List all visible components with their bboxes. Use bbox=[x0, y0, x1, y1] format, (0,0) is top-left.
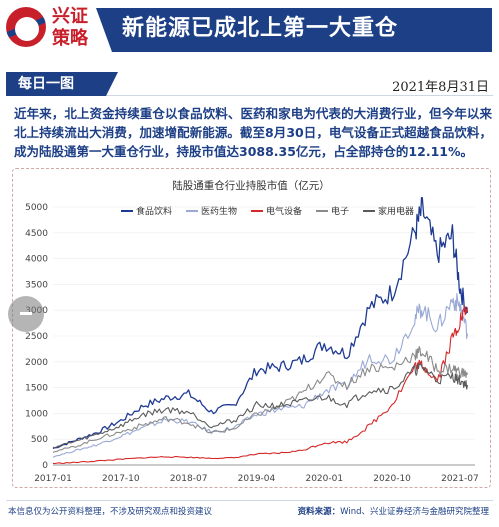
source-value: Wind、兴业证券经济与金融研究院整理 bbox=[340, 507, 489, 517]
legend-label: 家用电器 bbox=[378, 205, 414, 217]
y-tick-label: 2000 bbox=[25, 358, 48, 368]
chart-legend: 食品饮料 医药生物 电气设备 电子 家用电器 bbox=[121, 205, 414, 217]
company-logo-icon bbox=[6, 7, 46, 47]
y-tick-label: 500 bbox=[31, 435, 48, 445]
header: 兴证 策略 新能源已成北上第一大重仓 bbox=[0, 0, 499, 68]
legend-label: 医药生物 bbox=[201, 205, 237, 217]
holdings-line-chart: 陆股通重仓行业持股市值（亿元） 食品饮料 医药生物 电气设备 电子 家用电器 0 500 1… bbox=[25, 179, 479, 484]
y-axis: 0500100015002000250030003500400045005000 bbox=[25, 203, 48, 471]
minus-icon bbox=[20, 312, 32, 315]
source-label: 资料来源： bbox=[297, 507, 341, 517]
daily-chart-tag: 每日一图 bbox=[6, 72, 118, 96]
y-tick-label: 5000 bbox=[25, 203, 48, 213]
series-line-3 bbox=[52, 305, 469, 465]
y-tick-label: 4000 bbox=[25, 255, 48, 265]
legend-label: 电子 bbox=[331, 205, 349, 217]
y-tick-label: 1500 bbox=[25, 384, 48, 394]
series-line-5 bbox=[52, 362, 469, 449]
x-tick-label: 2021-07 bbox=[441, 474, 479, 484]
chart-title: 陆股通重仓行业持股市值（亿元） bbox=[172, 179, 330, 192]
play-overlay-button[interactable] bbox=[8, 296, 44, 332]
legend-label: 电气设备 bbox=[266, 205, 302, 217]
x-tick-label: 2020-01 bbox=[305, 474, 343, 484]
brand-name: 兴证 策略 bbox=[52, 6, 112, 50]
page-title: 新能源已成北上第一大重仓 bbox=[122, 16, 399, 41]
x-tick-label: 2018-07 bbox=[170, 474, 208, 484]
x-tick-label: 2017-01 bbox=[34, 474, 72, 484]
y-tick-label: 2500 bbox=[25, 332, 48, 342]
series-line-2 bbox=[52, 293, 469, 458]
footer: 本信息仅为公开资料整理，不涉及研究观点和投资建议 资料来源：Wind、兴业证券经… bbox=[6, 500, 493, 522]
series-line-4 bbox=[52, 346, 469, 453]
publish-date: 2021年8月31日 bbox=[392, 80, 489, 95]
x-axis: 2017-01 2017-10 2018-07 2019-04 2020-01 2020-… bbox=[34, 474, 479, 484]
sub-header: 每日一图 2021年8月31日 bbox=[6, 72, 493, 96]
x-tick-label: 2017-10 bbox=[102, 474, 140, 484]
chart-frame: 陆股通重仓行业持股市值（亿元） 食品饮料 医药生物 电气设备 电子 家用电器 0 500 1… bbox=[12, 168, 491, 488]
legend-label: 食品饮料 bbox=[136, 205, 172, 217]
y-tick-label: 4500 bbox=[25, 229, 48, 239]
series-line-1 bbox=[52, 197, 469, 450]
disclaimer-text: 本信息仅为公开资料整理，不涉及研究观点和投资建议 bbox=[8, 507, 213, 517]
y-tick-label: 1000 bbox=[25, 409, 48, 419]
chart-gridlines bbox=[53, 206, 475, 466]
y-tick-label: 0 bbox=[42, 461, 48, 471]
chart-series bbox=[52, 197, 469, 465]
x-tick-label: 2020-10 bbox=[373, 474, 411, 484]
x-tick-label: 2019-04 bbox=[238, 474, 276, 484]
source-text: 资料来源：Wind、兴业证券经济与金融研究院整理 bbox=[298, 503, 489, 521]
y-tick-label: 3500 bbox=[25, 280, 48, 290]
brand-line1: 兴证 bbox=[52, 6, 88, 27]
brand-line2: 策略 bbox=[52, 28, 88, 49]
summary-text: 近年来，北上资金持续重仓以食品饮料、医药和家电为代表的大消费行业，但今年以来北上… bbox=[14, 106, 492, 159]
title-banner: 新能源已成北上第一大重仓 bbox=[96, 8, 492, 52]
